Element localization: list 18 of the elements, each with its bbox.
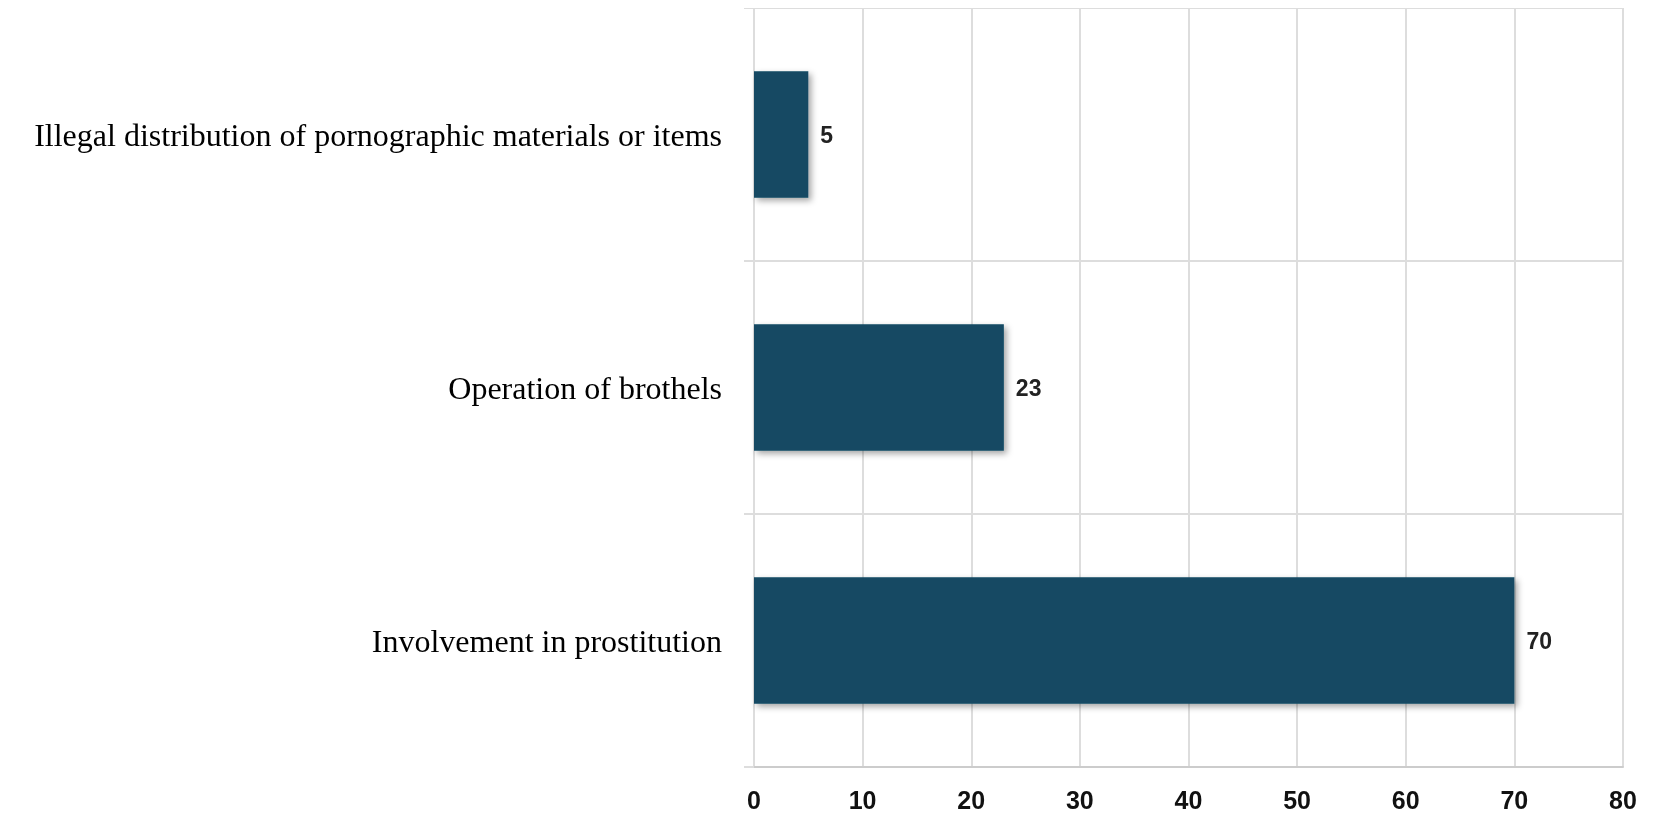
y-tick-label: Operation of brothels (448, 369, 722, 406)
x-tick-label: 40 (1174, 785, 1203, 814)
bar (754, 577, 1515, 704)
x-tick-label: 60 (1391, 785, 1420, 814)
x-tick-label: 0 (747, 785, 761, 814)
x-tick-label: 50 (1283, 785, 1312, 814)
data-label: 23 (1015, 374, 1042, 401)
data-label: 70 (1526, 627, 1552, 654)
x-tick-label: 20 (957, 785, 986, 814)
y-tick-label: Illegal distribution of pornographic materials or items (34, 116, 722, 153)
x-tick-label: 70 (1500, 785, 1529, 814)
x-tick-label: 10 (848, 785, 877, 814)
x-tick-label: 30 (1065, 785, 1094, 814)
y-tick-label: Involvement in prostitution (371, 622, 722, 659)
bar (754, 324, 1004, 451)
data-label: 5 (820, 121, 834, 148)
x-tick-label: 80 (1609, 785, 1637, 814)
bar (754, 71, 809, 198)
